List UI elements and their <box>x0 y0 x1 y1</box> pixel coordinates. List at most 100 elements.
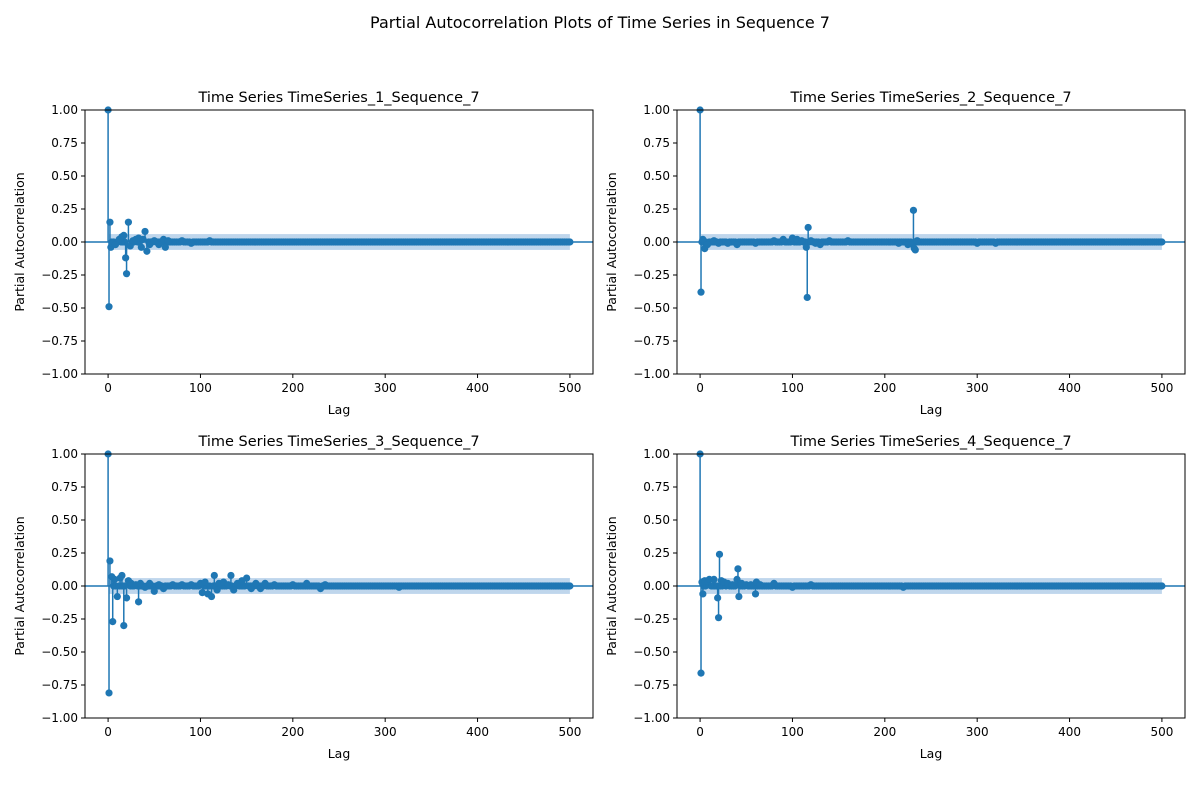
x-tick-label: 100 <box>189 381 212 395</box>
pacf-marker-lag-231 <box>909 206 918 214</box>
x-tick-label: 500 <box>558 725 581 739</box>
pacf-marker-lag-1 <box>697 669 705 677</box>
y-tick-label: 0.50 <box>51 169 78 183</box>
x-tick-label: 400 <box>466 381 489 395</box>
pacf-marker-lag-200 <box>289 581 297 589</box>
y-axis-label: Partial Autocorrelation <box>12 516 27 655</box>
pacf-marker-lag-50 <box>150 587 158 595</box>
x-tick-label: 300 <box>374 725 397 739</box>
pacf-marker-lag-80 <box>178 581 186 589</box>
pacf-marker-lag-105 <box>201 578 209 586</box>
x-tick-label: 200 <box>873 725 896 739</box>
pacf-marker-lag-117 <box>804 223 812 232</box>
x-tick-label: 400 <box>1058 381 1081 395</box>
pacf-marker-lag-1 <box>697 288 705 296</box>
pacf-marker-lag-235 <box>913 237 921 245</box>
pacf-marker-lag-65 <box>164 237 172 245</box>
pacf-marker-lag-300 <box>973 239 981 247</box>
pacf-marker-lag-33 <box>134 598 143 606</box>
y-tick-label: 0.00 <box>51 235 78 249</box>
pacf-marker-lag-235 <box>321 581 329 589</box>
x-tick-label: 0 <box>104 725 112 739</box>
y-tick-label: 0.75 <box>643 480 670 494</box>
x-tick-label: 300 <box>966 381 989 395</box>
pacf-marker-near-zero <box>1158 238 1166 246</box>
pacf-marker-lag-133 <box>227 571 235 580</box>
y-tick-label: 1.00 <box>643 447 670 461</box>
pacf-panel-2: 0 100 200 300 400 500 −1.00 −0.75 −0.50 −0.25 0.00… <box>604 90 1186 417</box>
pacf-marker-lag-110 <box>798 237 806 245</box>
pacf-marker-lag-130 <box>816 241 824 249</box>
pacf-marker-near-zero <box>566 238 574 246</box>
pacf-marker-lag-80 <box>178 237 186 245</box>
pacf-marker-lag-17 <box>120 622 128 630</box>
y-tick-label: 0.00 <box>643 235 670 249</box>
y-tick-label: −0.25 <box>633 612 670 626</box>
pacf-marker-lag-140 <box>825 237 834 245</box>
y-tick-label: 0.25 <box>643 202 670 216</box>
pacf-marker-lag-160 <box>252 579 260 587</box>
y-tick-label: −1.00 <box>633 711 670 725</box>
pacf-marker-lag-65 <box>756 581 764 589</box>
pacf-marker-lag-42 <box>735 592 743 601</box>
pacf-marker-lag-2 <box>106 218 114 226</box>
pacf-marker-lag-90 <box>187 239 195 247</box>
x-tick-label: 0 <box>104 381 112 395</box>
y-tick-label: −0.25 <box>633 268 670 282</box>
x-axis-label: Lag <box>328 402 351 417</box>
pacf-marker-lag-20 <box>122 594 131 602</box>
x-tick-label: 500 <box>1150 725 1173 739</box>
pacf-marker-lag-110 <box>206 237 214 245</box>
pacf-marker-lag-20 <box>714 614 723 622</box>
pacf-marker-lag-70 <box>169 581 177 589</box>
pacf-marker-lag-36 <box>137 243 145 251</box>
pacf-marker-lag-112 <box>207 592 216 601</box>
panel-title: Time Series TimeSeries_2_Sequence_7 <box>789 90 1071 106</box>
pacf-marker-lag-215 <box>303 579 311 587</box>
pacf-marker-lag-55 <box>155 241 163 249</box>
y-tick-label: 1.00 <box>643 103 670 117</box>
x-axis-label: Lag <box>920 402 943 417</box>
x-tick-label: 300 <box>374 381 397 395</box>
pacf-marker-lag-260 <box>344 582 352 590</box>
y-tick-label: 0.75 <box>51 480 78 494</box>
pacf-marker-lag-60 <box>751 239 760 247</box>
pacf-marker-lag-20 <box>122 270 131 278</box>
x-tick-label: 500 <box>1150 381 1173 395</box>
pacf-marker-lag-17 <box>120 231 128 239</box>
pacf-marker-lag-233 <box>911 246 919 254</box>
pacf-marker-lag-130 <box>224 581 232 589</box>
pacf-marker-lag-140 <box>825 582 834 590</box>
pacf-marker-lag-8 <box>111 241 120 249</box>
pacf-marker-lag-10 <box>113 592 121 601</box>
x-tick-label: 400 <box>466 725 489 739</box>
y-tick-label: −1.00 <box>41 711 78 725</box>
pacf-marker-lag-90 <box>779 235 787 243</box>
x-tick-label: 200 <box>873 381 896 395</box>
pacf-marker-lag-8 <box>703 241 712 249</box>
pacf-marker-lag-2 <box>106 557 114 565</box>
y-tick-label: 0.00 <box>51 579 78 593</box>
panel-title: Time Series TimeSeries_3_Sequence_7 <box>197 434 479 450</box>
y-tick-label: 0.25 <box>643 546 670 560</box>
pacf-marker-lag-118 <box>213 586 221 594</box>
x-tick-label: 500 <box>558 381 581 395</box>
y-tick-label: 1.00 <box>51 103 78 117</box>
pacf-marker-lag-165 <box>256 585 265 593</box>
pacf-marker-lag-102 <box>198 589 206 597</box>
pacf-panel-3: 0 100 200 300 400 500 −1.00 −0.75 −0.50 −0.25 0.00… <box>12 434 594 761</box>
pacf-marker-lag-40 <box>141 227 149 236</box>
pacf-marker-lag-215 <box>895 239 903 247</box>
pacf-marker-lag-136 <box>230 586 238 594</box>
pacf-marker-lag-15 <box>118 571 126 580</box>
x-tick-label: 0 <box>696 381 704 395</box>
pacf-marker-lag-3 <box>699 235 707 243</box>
x-axis-label: Lag <box>328 746 351 761</box>
pacf-marker-lag-90 <box>187 581 195 589</box>
y-tick-label: 0.25 <box>51 546 78 560</box>
pacf-marker-lag-220 <box>899 583 907 591</box>
y-tick-label: −0.50 <box>633 645 670 659</box>
pacf-marker-lag-19 <box>122 254 130 262</box>
pacf-marker-lag-120 <box>807 581 815 589</box>
